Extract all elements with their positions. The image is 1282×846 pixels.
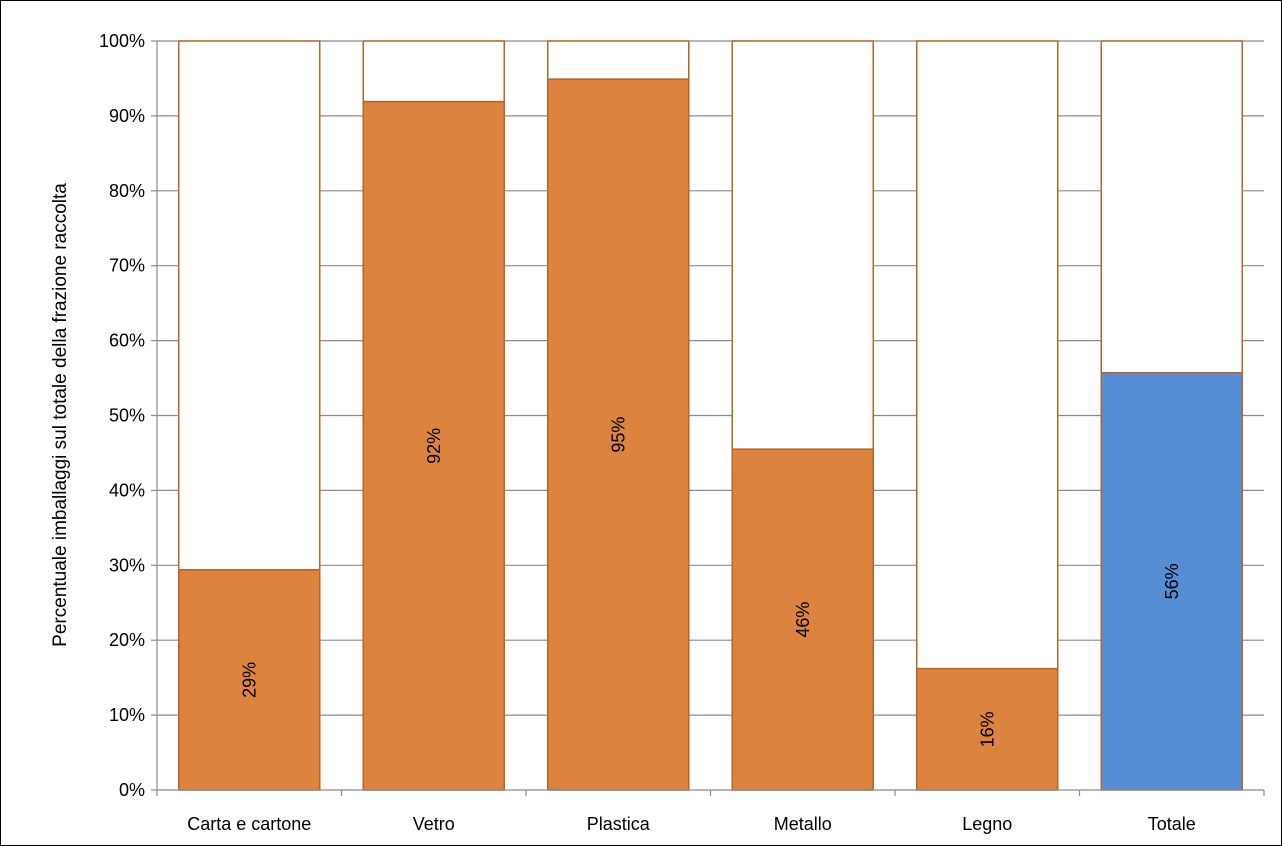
y-tick-label: 40% — [109, 480, 145, 500]
bar — [362, 100, 505, 791]
x-tick-label: Vetro — [413, 814, 455, 834]
y-tick-label: 60% — [109, 331, 145, 351]
bar-remainder — [178, 40, 321, 571]
y-tick-label: 90% — [109, 106, 145, 126]
data-label: 29% — [239, 662, 259, 698]
x-tick-label: Carta e cartone — [187, 814, 311, 834]
y-tick-label: 100% — [99, 31, 145, 51]
y-tick-label: 20% — [109, 630, 145, 650]
axes: 0% 10% 20% 30% 40% 50% 60% 70% 80% 90% 100% Carta e… — [99, 31, 1265, 834]
bars: 29% 92% 95% 46% 16% 56% — [178, 40, 1243, 791]
data-label: 16% — [977, 711, 997, 747]
y-tick-label: 70% — [109, 256, 145, 276]
x-tick-label: Totale — [1148, 814, 1196, 834]
y-tick-label: 50% — [109, 406, 145, 426]
y-axis-title: Percentuale imballaggi sul totale della … — [50, 183, 71, 647]
bar — [731, 448, 874, 791]
x-tick-label: Legno — [962, 814, 1012, 834]
bar — [916, 667, 1059, 791]
x-tick-label: Plastica — [587, 814, 651, 834]
bar-remainder — [362, 40, 505, 103]
y-tick-label: 80% — [109, 181, 145, 201]
bar-remainder — [547, 40, 690, 80]
bar — [547, 78, 690, 791]
y-tick-label: 0% — [119, 780, 145, 800]
gridlines — [157, 40, 1264, 716]
bar-remainder — [916, 40, 1059, 670]
bar-remainder — [731, 40, 874, 450]
data-label: 95% — [608, 417, 628, 453]
y-tick-label: 10% — [109, 705, 145, 725]
x-tick-label: Metallo — [774, 814, 832, 834]
data-label: 56% — [1162, 563, 1182, 599]
y-tick-label: 30% — [109, 555, 145, 575]
data-label: 46% — [793, 602, 813, 638]
data-label: 92% — [424, 428, 444, 464]
bar-remainder — [1100, 40, 1243, 374]
